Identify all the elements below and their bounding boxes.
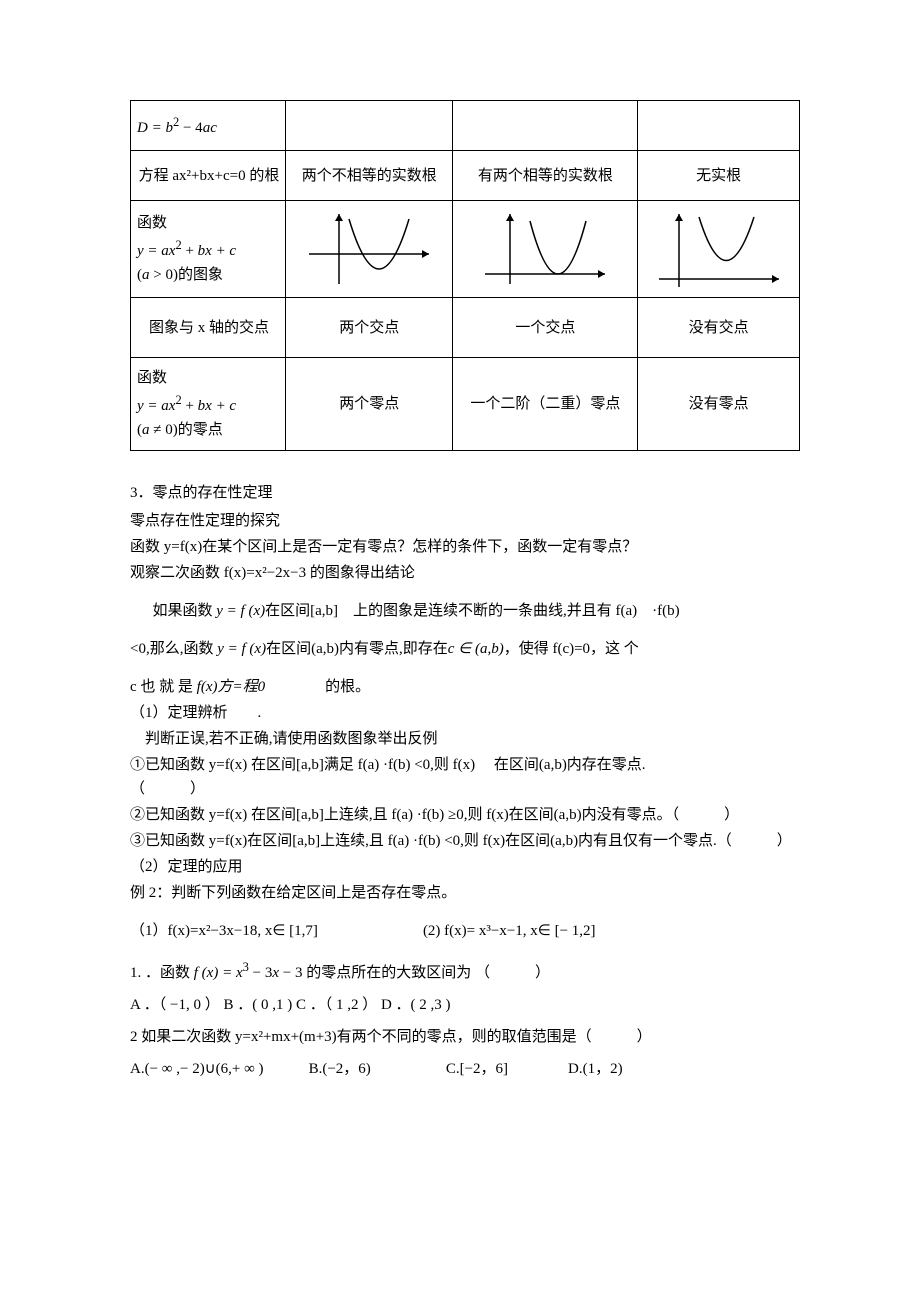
theorem-line-2: <0,那么,函数 y = f (x)在区间(a,b)内有零点,即存在c ∈ (a… [130,637,800,661]
cell-empty-1 [286,101,453,151]
analysis-q2: ②已知函数 y=f(x) 在区间[a,b]上连续,且 f(a) ·f(b) ≥0… [130,803,800,827]
section-3-l1: 零点存在性定理的探究 [130,509,800,533]
theorem-3-c: c 也 就 是 [130,679,193,695]
analysis-q1: ①已知函数 y=f(x) 在区间[a,b]满足 f(a) ·f(b) <0,则 … [130,753,800,801]
theorem-2-prefix: <0,那么,函数 [130,641,217,657]
zeros-label-l1: 函数 [137,370,167,386]
intersection-two: 两个交点 [286,298,453,358]
analysis-title: （1）定理辨析 . [130,701,800,725]
theorem-2-suffix: ，使得 f(c)=0，这 个 [504,641,639,657]
problem-2: 2 如果二次函数 y=x²+mx+(m+3)有两个不同的零点，则的取值范围是（ … [130,1025,800,1049]
zeros-two: 两个零点 [286,358,453,451]
graph-label-l1: 函数 [137,215,167,231]
problem-2-choices: A.(− ∞ ,− 2)∪(6,+ ∞ ) B.(−2，6) C.[−2，6] … [130,1057,800,1081]
section-3-l2: 函数 y=f(x)在某个区间上是否一定有零点？怎样的条件下，函数一定有零点？ [130,535,800,559]
analysis-q3: ③已知函数 y=f(x)在区间[a,b]上连续,且 f(a) ·f(b) <0,… [130,829,800,853]
cell-empty-2 [453,101,638,151]
theorem-2-fx: y = f (x) [217,641,266,657]
comparison-table: D = b2 − 4ac 方程 ax²+bx+c=0 的根 两个不相等的实数根 … [130,100,800,451]
parabola-no-root-icon [654,209,784,289]
zeros-none: 没有零点 [638,358,800,451]
intersection-one: 一个交点 [453,298,638,358]
theorem-2-c: c ∈ (a,b) [448,641,504,657]
intersection-label: 图象与 x 轴的交点 [131,298,286,358]
theorem-line-1: 如果函数 y = f (x)在区间[a,b] 上的图象是连续不断的一条曲线,并且… [130,599,800,623]
theorem-line-3: c 也 就 是 f(x)方=程0 的根。 [130,675,800,699]
roots-two-unequal: 两个不相等的实数根 [286,151,453,201]
p2-choice-c: C.[−2，6] [446,1061,508,1077]
theorem-2-mid: 在区间(a,b)内有零点,即存在 [266,641,448,657]
section-3-l3: 观察二次函数 f(x)=x²−2x−3 的图象得出结论 [130,561,800,585]
roots-none: 无实根 [638,151,800,201]
problem-1-choices: A ．（ −1, 0 ） B ．( 0 ,1 ) C ．（ 1 ,2 ） D ．… [130,993,800,1017]
p1-suffix: 的零点所在的大致区间为 （ ） [306,965,550,981]
roots-two-equal: 有两个相等的实数根 [453,151,638,201]
intersection-none: 没有交点 [638,298,800,358]
graph-two-intersections [286,201,453,298]
section-3-title: 3．零点的存在性定理 [130,481,800,505]
parabola-two-roots-icon [304,209,434,289]
theorem-1-prefix: 如果函数 [153,603,217,619]
ex2-part1: （1）f(x)=x²−3x−18, x∈ [1,7] [130,923,318,939]
graph-no-intersection [638,201,800,298]
p2-choice-a: A.(− ∞ ,− 2)∪(6,+ ∞ ) [130,1061,264,1077]
p2-choice-b: B.(−2，6) [309,1061,371,1077]
analysis-instruction: 判断正误,若不正确,请使用函数图象举出反例 [130,727,800,751]
theorem-1-suffix: 在区间[a,b] 上的图象是连续不断的一条曲线,并且有 f(a) ·f(b) [265,603,680,619]
p1-prefix: 1. ．函数 [130,965,194,981]
example-2: 例 2：判断下列函数在给定区间上是否存在零点。 [130,881,800,905]
ex2-part2: (2) f(x)= x³−x−1, x∈ [− 1,2] [423,923,596,939]
theorem-3-eq: f(x)方=程0 [197,679,265,695]
problem-1: 1. ．函数 f (x) = x3 − 3x − 3 的零点所在的大致区间为 （… [130,957,800,985]
zeros-label-cell: 函数 y = ax2 + bx + c (a ≠ 0)的零点 [131,358,286,451]
cell-empty-3 [638,101,800,151]
parabola-one-root-icon [480,209,610,289]
delta-formula-cell: D = b2 − 4ac [131,101,286,151]
application-title: （2）定理的应用 [130,855,800,879]
theorem-1-fx: y = f (x) [216,603,265,619]
roots-label: 方程 ax²+bx+c=0 的根 [131,151,286,201]
theorem-3-suffix: 的根。 [325,679,370,695]
example-2-parts: （1）f(x)=x²−3x−18, x∈ [1,7] (2) f(x)= x³−… [130,919,800,943]
graph-label-cell: 函数 y = ax2 + bx + c (a > 0)的图象 [131,201,286,298]
zeros-one: 一个二阶（二重）零点 [453,358,638,451]
graph-one-intersection [453,201,638,298]
p2-choice-d: D.(1，2) [568,1061,623,1077]
